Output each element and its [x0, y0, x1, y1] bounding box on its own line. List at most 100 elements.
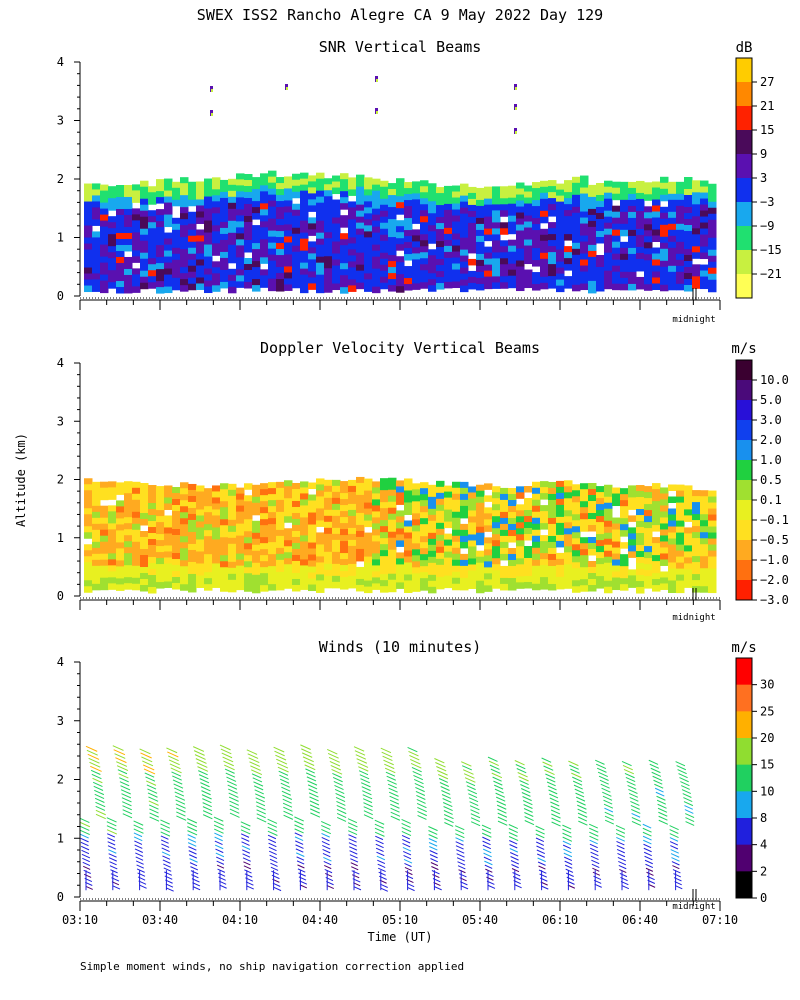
doppler-cell	[164, 491, 173, 498]
snr-cell	[396, 184, 405, 191]
doppler-cell	[236, 523, 245, 531]
snr-cell	[540, 282, 549, 290]
snr-cell	[356, 252, 365, 260]
wind-barb	[117, 769, 128, 775]
doppler-cell	[396, 522, 405, 529]
snr-cell	[652, 277, 661, 285]
wind-barb	[677, 769, 687, 775]
doppler-cell	[108, 571, 117, 578]
wind-barb	[430, 862, 439, 867]
doppler-cell	[388, 579, 397, 587]
snr-cell	[356, 210, 365, 218]
doppler-cell	[700, 538, 709, 545]
doppler-cell	[196, 545, 205, 552]
snr-cell	[340, 179, 349, 186]
doppler-cell	[380, 568, 389, 575]
snr-cell	[316, 190, 325, 198]
doppler-cell	[316, 580, 325, 587]
snr-cell	[676, 181, 685, 189]
doppler-cell	[292, 554, 301, 562]
snr-cell	[372, 208, 381, 216]
doppler-cell	[244, 549, 253, 556]
doppler-cell	[116, 542, 125, 549]
doppler-cell	[124, 523, 133, 530]
snr-cell	[644, 230, 653, 237]
snr-cell	[356, 246, 365, 254]
snr-cell	[460, 243, 469, 251]
snr-cell	[508, 185, 517, 193]
wind-barb	[428, 842, 438, 847]
doppler-cell	[380, 532, 389, 539]
wind-barb	[356, 758, 368, 764]
wind-barb	[281, 790, 292, 796]
wind-barb	[469, 801, 479, 806]
snr-cell	[620, 241, 629, 249]
wind-barb	[550, 805, 560, 811]
snr-cell	[228, 250, 237, 258]
snr-cell	[588, 208, 597, 216]
snr-cell	[316, 184, 325, 192]
doppler-cell	[428, 538, 437, 546]
wind-barb	[458, 873, 467, 878]
wind-barb	[669, 829, 679, 834]
doppler-cell	[708, 544, 717, 552]
doppler-cell	[636, 497, 645, 504]
wind-barb	[149, 808, 159, 814]
snr-cell	[316, 274, 325, 282]
wind-barb	[549, 793, 559, 799]
wind-barb	[564, 860, 573, 865]
wind-barb	[323, 861, 332, 866]
snr-cell	[196, 211, 205, 218]
doppler-cell	[188, 489, 197, 497]
snr-cell	[396, 196, 405, 203]
snr-cell	[220, 233, 229, 241]
snr-cell	[476, 217, 485, 225]
snr-cell	[236, 179, 245, 186]
doppler-cell	[700, 550, 709, 557]
snr-cell	[524, 185, 533, 193]
doppler-cell	[84, 580, 93, 587]
wind-barb	[309, 804, 320, 810]
doppler-cell	[84, 508, 93, 515]
snr-cell	[212, 231, 221, 238]
doppler-cell	[308, 536, 317, 544]
snr-cell	[188, 223, 197, 231]
snr-cell	[588, 220, 597, 228]
snr-cell	[164, 244, 173, 252]
snr-cell	[196, 205, 205, 212]
wind-barb	[483, 856, 492, 861]
doppler-cell	[100, 505, 109, 513]
snr-cell	[244, 234, 253, 241]
wind-barb	[390, 803, 400, 809]
snr-cell	[316, 226, 325, 234]
snr-cell	[492, 192, 501, 199]
snr-cell	[572, 224, 581, 232]
snr-cell	[404, 188, 413, 195]
doppler-cell	[668, 538, 677, 545]
wind-barb	[228, 788, 238, 794]
doppler-cell	[116, 554, 125, 561]
snr-cell	[476, 283, 485, 291]
snr-cell	[92, 261, 101, 268]
doppler-cell	[476, 532, 485, 540]
wind-barb	[675, 761, 686, 767]
doppler-cell	[316, 496, 325, 503]
doppler-cell	[324, 491, 333, 499]
doppler-cell	[116, 572, 125, 579]
snr-cell	[228, 268, 237, 276]
wind-barb	[116, 761, 128, 767]
doppler-cell	[556, 552, 565, 560]
doppler-cell	[516, 570, 525, 577]
snr-cell	[700, 210, 709, 218]
wind-barb	[618, 860, 627, 866]
doppler-cell	[220, 561, 229, 568]
doppler-cell	[564, 558, 573, 565]
doppler-cell	[236, 553, 245, 561]
doppler-cell	[340, 535, 349, 542]
colorbar-swatch	[736, 130, 752, 155]
wind-barb	[83, 865, 91, 870]
wind-barb	[187, 826, 198, 832]
snr-cell	[420, 246, 429, 253]
wind-barb	[571, 772, 582, 779]
doppler-cell	[244, 483, 253, 490]
